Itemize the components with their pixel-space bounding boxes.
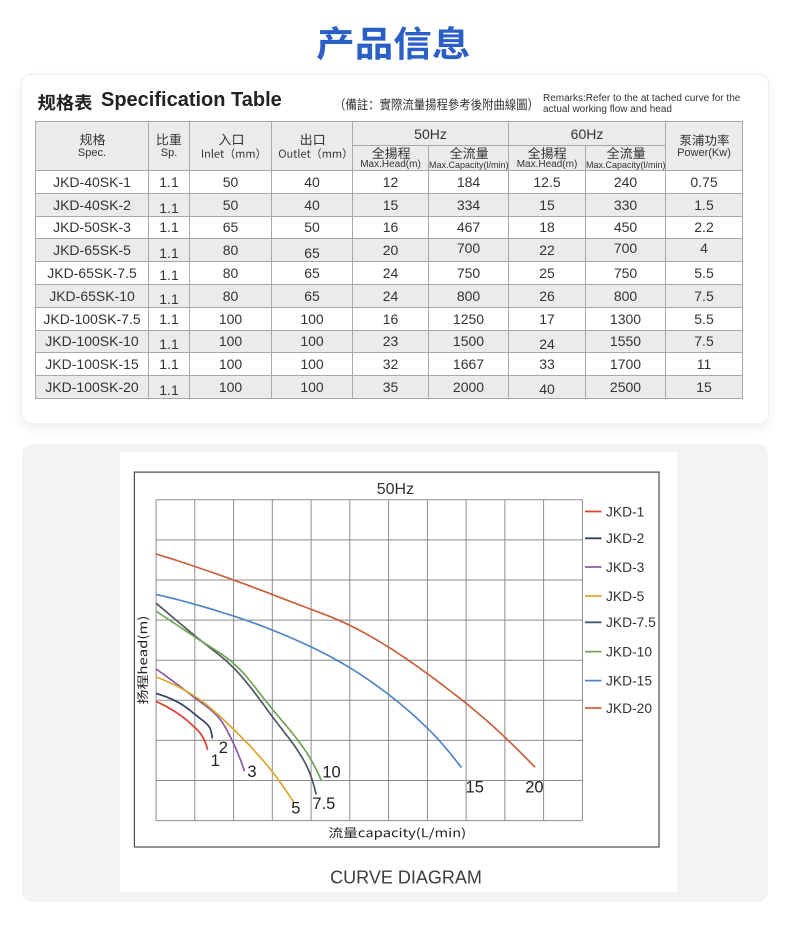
svg-text:10: 10 bbox=[322, 763, 340, 781]
svg-text:5: 5 bbox=[291, 799, 300, 817]
svg-text:3: 3 bbox=[247, 763, 256, 781]
svg-text:JKD-5: JKD-5 bbox=[606, 589, 645, 604]
svg-text:20: 20 bbox=[525, 779, 543, 797]
svg-text:JKD-20: JKD-20 bbox=[606, 701, 652, 716]
svg-text:JKD-2: JKD-2 bbox=[606, 531, 644, 546]
svg-text:7.5: 7.5 bbox=[312, 795, 335, 813]
svg-text:JKD-7.5: JKD-7.5 bbox=[606, 615, 656, 630]
svg-text:JKD-1: JKD-1 bbox=[606, 504, 644, 519]
svg-text:50Hz: 50Hz bbox=[377, 481, 414, 498]
svg-text:1: 1 bbox=[211, 752, 220, 770]
svg-text:JKD-15: JKD-15 bbox=[606, 673, 652, 688]
svg-text:15: 15 bbox=[466, 779, 484, 797]
svg-text:CURVE DIAGRAM: CURVE DIAGRAM bbox=[330, 868, 482, 888]
svg-text:JKD-3: JKD-3 bbox=[606, 560, 645, 575]
svg-text:2: 2 bbox=[219, 739, 228, 757]
svg-text:JKD-10: JKD-10 bbox=[606, 644, 652, 659]
